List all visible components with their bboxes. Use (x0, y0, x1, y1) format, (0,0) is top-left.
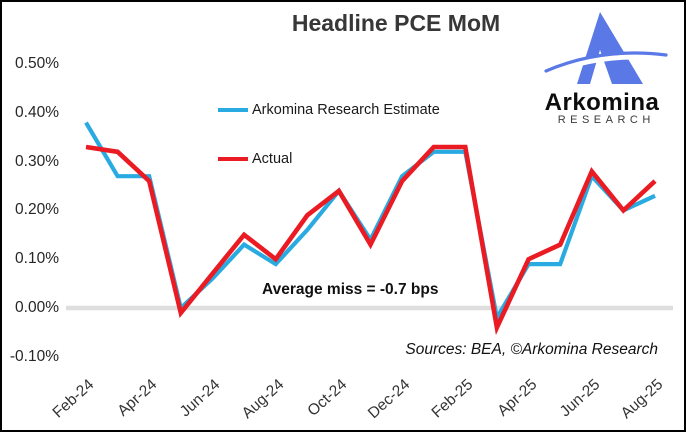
y-axis-label: 0.30% (15, 152, 59, 170)
source-note: Sources: BEA, ©Arkomina Research (405, 341, 658, 358)
legend-item-actual: Actual (218, 151, 292, 167)
logo-brand-text: Arkomina (544, 89, 660, 116)
y-axis-label: 0.40% (15, 103, 59, 121)
logo-swoosh-icon (544, 51, 668, 73)
chart-title: Headline PCE MoM (291, 10, 501, 36)
legend-label-estimate: Arkomina Research Estimate (252, 102, 440, 118)
y-axis-label: 0.50% (15, 55, 59, 72)
legend-item-estimate: Arkomina Research Estimate (218, 102, 440, 118)
y-axis-label: 0.00% (15, 299, 59, 316)
actual-line-swatch (218, 156, 248, 162)
y-axis-label: -0.10% (9, 347, 59, 365)
legend-label-actual: Actual (252, 151, 293, 167)
arkomina-logo-mark (544, 12, 668, 84)
estimate-line-swatch (218, 107, 248, 113)
y-axis-label: 0.20% (15, 201, 59, 219)
logo-triangle-icon (577, 12, 643, 84)
actual-line-series (85, 144, 657, 336)
average-miss-annotation: Average miss = -0.7 bps (262, 281, 439, 298)
logo-sub-text: RESEARCH (557, 114, 655, 126)
y-axis-label: 0.10% (15, 250, 59, 268)
